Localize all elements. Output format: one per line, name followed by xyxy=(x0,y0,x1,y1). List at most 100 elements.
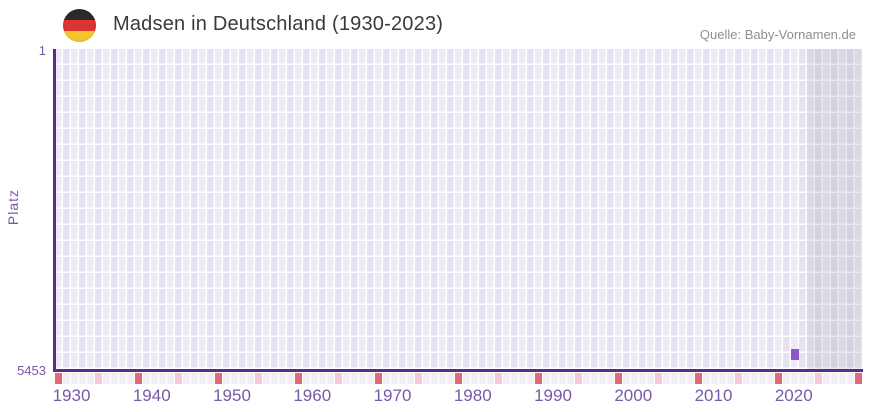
chart-title: Madsen in Deutschland (1930-2023) xyxy=(113,13,444,35)
year-cell xyxy=(719,373,726,384)
year-cell xyxy=(359,373,366,384)
decade-marker xyxy=(215,373,222,384)
plot-grid xyxy=(55,49,862,369)
year-cell xyxy=(487,373,494,384)
year-cell xyxy=(711,373,718,384)
year-cell xyxy=(87,373,94,384)
year-cell xyxy=(71,373,78,384)
year-cell xyxy=(551,373,558,384)
year-cell xyxy=(271,373,278,384)
decade-marker xyxy=(775,373,782,384)
decade-marker xyxy=(615,373,622,384)
year-cell xyxy=(79,373,86,384)
year-cell xyxy=(223,373,230,384)
year-cell xyxy=(599,373,606,384)
year-cell xyxy=(847,373,854,384)
decade-marker xyxy=(55,373,62,384)
year-cell xyxy=(559,373,566,384)
year-cell xyxy=(447,373,454,384)
y-axis-title: Platz xyxy=(5,188,21,226)
year-cell xyxy=(311,373,318,384)
year-cell xyxy=(519,373,526,384)
half-decade-marker xyxy=(815,373,822,384)
half-decade-marker xyxy=(495,373,502,384)
source-attribution: Quelle: Baby-Vornamen.de xyxy=(699,27,856,42)
year-cell xyxy=(303,373,310,384)
half-decade-marker xyxy=(175,373,182,384)
year-cell xyxy=(423,373,430,384)
x-tick-label: 1930 xyxy=(52,386,91,405)
year-cell xyxy=(503,373,510,384)
year-cell xyxy=(783,373,790,384)
year-cell xyxy=(159,373,166,384)
year-cell xyxy=(327,373,334,384)
year-cell xyxy=(431,373,438,384)
year-cell xyxy=(623,373,630,384)
year-cell xyxy=(143,373,150,384)
y-axis-line xyxy=(53,49,56,372)
decade-marker xyxy=(695,373,702,384)
year-cell xyxy=(127,373,134,384)
half-decade-marker xyxy=(335,373,342,384)
year-cell xyxy=(439,373,446,384)
year-cell xyxy=(807,373,814,384)
year-cell xyxy=(583,373,590,384)
x-tick-label: 1990 xyxy=(534,386,572,405)
year-cell xyxy=(823,373,830,384)
x-tick-label: 1980 xyxy=(453,386,492,405)
year-cell xyxy=(479,373,486,384)
year-cell xyxy=(687,373,694,384)
year-cell xyxy=(799,373,806,384)
year-cell xyxy=(63,373,70,384)
decade-marker xyxy=(855,373,862,384)
year-cell xyxy=(343,373,350,384)
year-cell xyxy=(391,373,398,384)
half-decade-marker xyxy=(95,373,102,384)
half-decade-marker xyxy=(735,373,742,384)
year-cell xyxy=(591,373,598,384)
year-cell xyxy=(679,373,686,384)
x-tick-label: 1950 xyxy=(213,386,251,405)
year-cell xyxy=(463,373,470,384)
year-cell xyxy=(103,373,110,384)
recent-years-highlight xyxy=(807,49,862,369)
year-cell xyxy=(727,373,734,384)
year-cell xyxy=(183,373,190,384)
year-cell xyxy=(167,373,174,384)
year-cell xyxy=(279,373,286,384)
year-cell xyxy=(607,373,614,384)
x-axis-line xyxy=(53,369,863,372)
year-cell xyxy=(663,373,670,384)
year-cell xyxy=(631,373,638,384)
year-cell xyxy=(647,373,654,384)
year-cell xyxy=(471,373,478,384)
x-tick-label: 1970 xyxy=(373,386,412,405)
decade-marker xyxy=(375,373,382,384)
year-cell xyxy=(407,373,414,384)
decade-marker xyxy=(535,373,542,384)
year-cell xyxy=(791,373,798,384)
year-cell xyxy=(527,373,534,384)
year-cell xyxy=(247,373,254,384)
year-cell xyxy=(511,373,518,384)
half-decade-marker xyxy=(575,373,582,384)
y-tick-bottom: 5453 xyxy=(17,363,46,378)
year-cell xyxy=(383,373,390,384)
year-cell xyxy=(743,373,750,384)
year-cell xyxy=(399,373,406,384)
x-tick-label: 1940 xyxy=(132,386,171,405)
year-cell xyxy=(703,373,710,384)
year-cell xyxy=(367,373,374,384)
year-cell xyxy=(207,373,214,384)
germany-flag-icon xyxy=(63,9,96,42)
half-decade-marker xyxy=(415,373,422,384)
x-tick-label: 1960 xyxy=(293,386,332,405)
decade-marker xyxy=(135,373,142,384)
data-bar-2020[interactable] xyxy=(791,349,799,360)
year-cell xyxy=(759,373,766,384)
year-cell xyxy=(671,373,678,384)
decade-marker xyxy=(455,373,462,384)
year-cell xyxy=(111,373,118,384)
year-cell xyxy=(239,373,246,384)
